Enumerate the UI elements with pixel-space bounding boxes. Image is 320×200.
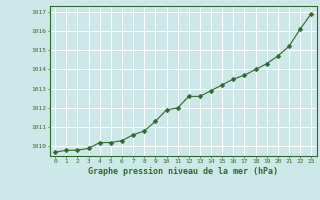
- X-axis label: Graphe pression niveau de la mer (hPa): Graphe pression niveau de la mer (hPa): [88, 167, 278, 176]
